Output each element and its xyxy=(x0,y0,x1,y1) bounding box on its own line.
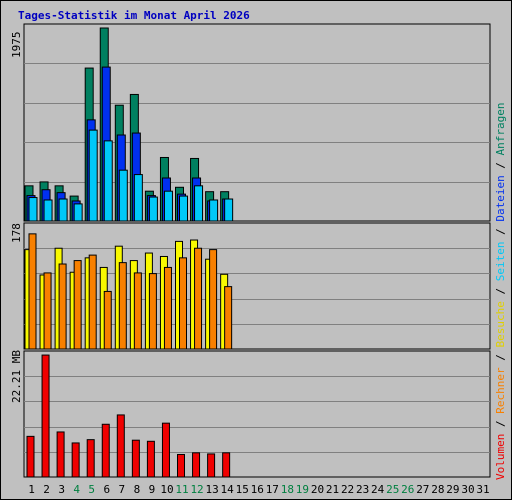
rechner-bar xyxy=(209,249,218,350)
rechner-bar xyxy=(118,262,127,350)
seiten-bar xyxy=(148,196,158,222)
rechner-bar xyxy=(58,263,67,350)
day-label: 31 xyxy=(476,483,489,496)
seiten-bar xyxy=(209,199,219,222)
day-label: 20 xyxy=(311,483,324,496)
day-label: 28 xyxy=(431,483,444,496)
day-label: 22 xyxy=(341,483,354,496)
day-label: 23 xyxy=(356,483,369,496)
seiten-bar xyxy=(43,199,53,222)
seiten-bar xyxy=(88,129,98,222)
seiten-bar xyxy=(224,198,234,222)
day-label: 7 xyxy=(119,483,126,496)
volumen-bar xyxy=(41,354,50,478)
day-label: 5 xyxy=(88,483,95,496)
volumen-bar xyxy=(222,452,231,478)
day-label: 16 xyxy=(251,483,264,496)
volumen-bar xyxy=(26,435,35,478)
seiten-bar xyxy=(103,140,113,222)
seiten-bar xyxy=(133,174,143,222)
besuche-panel-border xyxy=(23,222,491,350)
day-label: 11 xyxy=(175,483,188,496)
day-label: 18 xyxy=(281,483,294,496)
volumen-bar xyxy=(101,423,110,478)
day-label: 19 xyxy=(296,483,309,496)
volumen-bar xyxy=(161,422,170,478)
day-label: 24 xyxy=(371,483,385,496)
day-label: 8 xyxy=(134,483,141,496)
day-label: 3 xyxy=(58,483,65,496)
day-label: 12 xyxy=(190,483,203,496)
day-label: 29 xyxy=(446,483,459,496)
day-label: 2 xyxy=(43,483,50,496)
rechner-bar xyxy=(179,257,187,350)
volumen-panel-border xyxy=(23,350,491,478)
day-label: 21 xyxy=(326,483,339,496)
seiten-bar xyxy=(73,203,83,222)
day-label: 27 xyxy=(416,483,429,496)
volumen-bar xyxy=(71,442,80,478)
volumen-bar xyxy=(207,453,216,478)
rechner-bar xyxy=(88,254,97,350)
rechner-bar xyxy=(133,272,142,350)
day-label: 17 xyxy=(266,483,279,496)
day-label: 9 xyxy=(149,483,156,496)
seiten-bar xyxy=(58,198,68,222)
rechner-bar xyxy=(43,272,52,350)
anfragen-panel-border xyxy=(23,23,491,222)
day-label: 15 xyxy=(236,483,249,496)
volumen-bar xyxy=(177,453,185,478)
rechner-bar xyxy=(148,273,157,350)
seiten-bar xyxy=(163,190,173,222)
rechner-bar xyxy=(163,266,172,350)
volumen-bar xyxy=(192,452,201,478)
volumen-bar xyxy=(116,414,125,478)
volumen-bar xyxy=(146,440,155,478)
day-label: 4 xyxy=(73,483,80,496)
rechner-bar xyxy=(103,290,112,350)
day-label: 25 xyxy=(386,483,399,496)
seiten-bar xyxy=(118,169,128,222)
volumen-bar xyxy=(56,431,65,478)
rechner-bar xyxy=(194,247,203,350)
rechner-bar xyxy=(28,233,37,350)
seiten-bar xyxy=(28,197,38,222)
day-label: 13 xyxy=(206,483,219,496)
day-label: 30 xyxy=(461,483,474,496)
day-label: 10 xyxy=(160,483,173,496)
volumen-bar xyxy=(131,439,140,478)
day-label: 6 xyxy=(103,483,110,496)
day-label: 1 xyxy=(28,483,35,496)
rechner-bar xyxy=(224,286,233,350)
chart-title: Tages-Statistik im Monat April 2026 xyxy=(18,9,250,22)
rechner-bar xyxy=(73,260,82,350)
day-label: 26 xyxy=(401,483,414,496)
seiten-bar xyxy=(194,185,204,222)
volumen-bar xyxy=(86,439,95,478)
day-label: 14 xyxy=(221,483,235,496)
seiten-bar xyxy=(179,195,188,222)
